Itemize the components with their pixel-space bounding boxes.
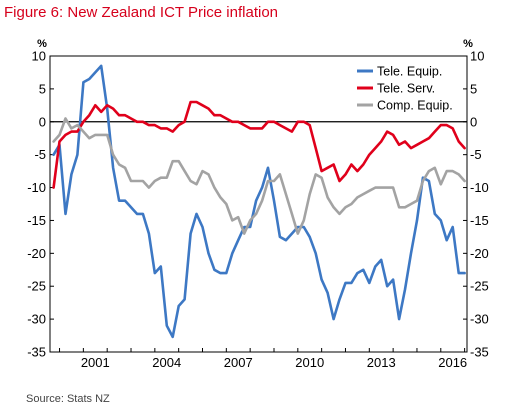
x-tick-label: 2016 bbox=[438, 355, 467, 370]
y-tick-label-right: 0 bbox=[470, 114, 477, 129]
y-tick-label-left: -5 bbox=[34, 147, 46, 162]
y-tick-label-left: -20 bbox=[27, 246, 46, 261]
legend-label: Comp. Equip. bbox=[377, 99, 453, 113]
x-tick-label: 2001 bbox=[81, 355, 110, 370]
x-tick-label: 2010 bbox=[295, 355, 324, 370]
y-tick-label-right: -15 bbox=[470, 213, 489, 228]
y-tick-label-left: -25 bbox=[27, 279, 46, 294]
y-tick-label-left: 10 bbox=[32, 49, 46, 64]
y-tick-label-right: -20 bbox=[470, 246, 489, 261]
y-tick-label-right: 10 bbox=[470, 49, 484, 64]
chart-legend: Tele. Equip. Tele. Serv. Comp. Equip. bbox=[357, 65, 453, 113]
y-unit-label-right: % bbox=[463, 38, 473, 50]
y-tick-label-right: 5 bbox=[470, 81, 477, 96]
y-tick-label-left: -30 bbox=[27, 312, 46, 327]
legend-label: Tele. Serv. bbox=[377, 82, 435, 96]
chart-axes: 10 10 5 5 0 0 -5 -5 -10 -10 -15 -15 -20 -20 -25 -25 -30 -… bbox=[27, 38, 489, 370]
plot-frame bbox=[49, 55, 468, 353]
y-tick-label-left: 5 bbox=[39, 81, 46, 96]
source-note: Source: Stats NZ bbox=[26, 393, 110, 405]
x-tick-label: 2013 bbox=[367, 355, 396, 370]
x-tick-label: 2004 bbox=[152, 355, 181, 370]
y-tick-label-right: -30 bbox=[470, 312, 489, 327]
figure-title: Figure 6: New Zealand ICT Price inflatio… bbox=[4, 4, 279, 21]
y-tick-label-left: -10 bbox=[27, 180, 46, 195]
y-tick-label-right: -35 bbox=[470, 345, 489, 360]
y-unit-label-left: % bbox=[37, 38, 47, 50]
x-tick-label: 2007 bbox=[224, 355, 253, 370]
legend-label: Tele. Equip. bbox=[377, 65, 442, 79]
series-line-tele-serv bbox=[52, 100, 466, 189]
y-tick-label-right: -10 bbox=[470, 180, 489, 195]
y-tick-label-right: -5 bbox=[470, 147, 482, 162]
y-tick-label-right: -25 bbox=[470, 279, 489, 294]
series-line-comp-equip bbox=[52, 117, 466, 235]
y-tick-label-left: 0 bbox=[39, 114, 46, 129]
y-tick-label-left: -15 bbox=[27, 213, 46, 228]
y-tick-label-left: -35 bbox=[27, 345, 46, 360]
series-line-tele-equip bbox=[52, 64, 466, 339]
chart-series bbox=[52, 64, 466, 339]
